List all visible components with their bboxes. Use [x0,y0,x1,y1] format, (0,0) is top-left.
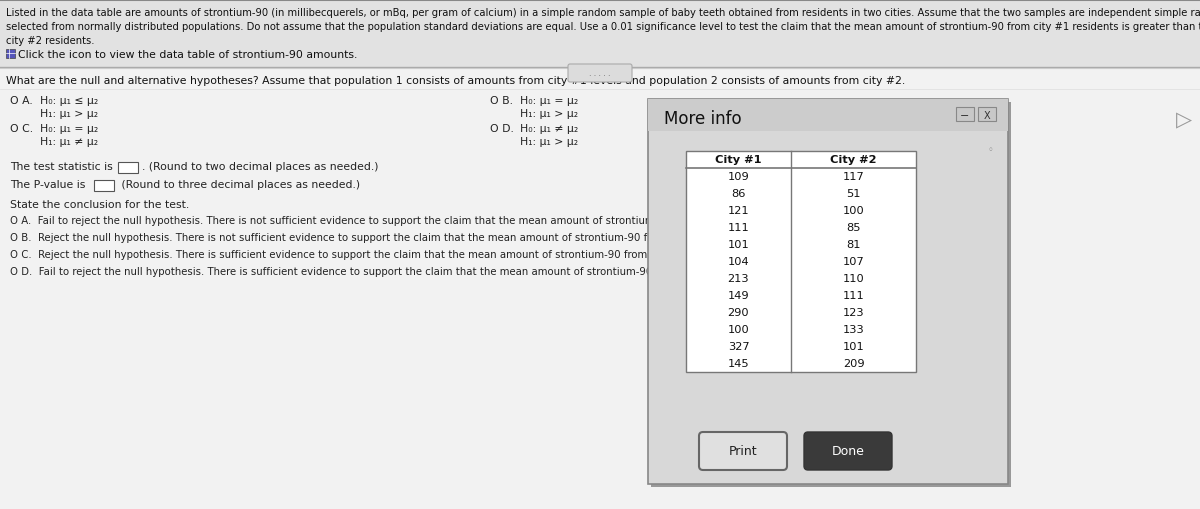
Text: 51: 51 [846,189,860,199]
Text: 104: 104 [727,257,749,267]
Text: city #2 residents.: city #2 residents. [6,36,95,46]
Bar [6,50,14,59]
Text: H₀: μ₁ = μ₂: H₀: μ₁ = μ₂ [40,124,98,134]
Text: ◦: ◦ [988,145,992,155]
Text: H₁: μ₁ ≠ μ₂: H₁: μ₁ ≠ μ₂ [40,137,98,147]
Text: The P-value is: The P-value is [10,180,85,190]
Text: 101: 101 [727,240,749,250]
Text: H₀: μ₁ = μ₂: H₀: μ₁ = μ₂ [520,96,578,106]
Bar [978,108,996,122]
Text: Click the icon to view the data table of strontium-90 amounts.: Click the icon to view the data table of… [18,50,358,60]
Text: 123: 123 [842,308,864,318]
Text: H₀: μ₁ ≠ μ₂: H₀: μ₁ ≠ μ₂ [520,124,578,134]
Text: O D.  Fail to reject the null hypothesis. There is sufficient evidence to suppor: O D. Fail to reject the null hypothesis.… [10,267,823,276]
Text: H₀: μ₁ ≤ μ₂: H₀: μ₁ ≤ μ₂ [40,96,98,106]
Text: 100: 100 [727,325,749,335]
Text: 86: 86 [731,189,745,199]
Bar [956,108,974,122]
Text: 110: 110 [842,274,864,284]
Bar [648,100,1008,132]
Text: City #2: City #2 [830,155,877,165]
Text: 213: 213 [727,274,749,284]
Text: O A.  Fail to reject the null hypothesis. There is not sufficient evidence to su: O A. Fail to reject the null hypothesis.… [10,216,841,225]
Bar [648,100,1008,484]
Text: −: − [960,111,970,121]
Text: 111: 111 [727,223,749,233]
Text: 121: 121 [727,206,749,216]
Text: 209: 209 [842,359,864,369]
Text: 100: 100 [842,206,864,216]
Text: The test statistic is: The test statistic is [10,162,113,172]
Text: Done: Done [832,445,864,458]
Text: 109: 109 [727,172,749,182]
Text: O D.: O D. [490,124,514,134]
Text: selected from normally distributed populations. Do not assume that the populatio: selected from normally distributed popul… [6,22,1200,32]
Bar [686,152,916,372]
Text: 149: 149 [727,291,749,301]
FancyBboxPatch shape [698,432,787,470]
Text: City #1: City #1 [715,155,762,165]
FancyBboxPatch shape [568,65,632,83]
Text: . . . . .: . . . . . [589,69,611,78]
Text: 290: 290 [727,308,749,318]
Bar [94,181,114,191]
Text: 145: 145 [727,359,749,369]
Text: 101: 101 [842,342,864,352]
Text: More info: More info [664,110,742,128]
Text: H₁: μ₁ > μ₂: H₁: μ₁ > μ₂ [520,137,578,147]
Text: 327: 327 [727,342,749,352]
Text: O C.: O C. [10,124,34,134]
Text: O A.: O A. [10,96,32,106]
Text: O B.: O B. [490,96,514,106]
Text: State the conclusion for the test.: State the conclusion for the test. [10,200,190,210]
Text: Print: Print [728,445,757,458]
Text: 85: 85 [846,223,860,233]
Text: H₁: μ₁ > μ₂: H₁: μ₁ > μ₂ [40,109,98,119]
Text: . (Round to two decimal places as needed.): . (Round to two decimal places as needed… [142,162,378,172]
Bar [118,163,138,174]
Text: Listed in the data table are amounts of strontium-90 (in millibecquerels, or mBq: Listed in the data table are amounts of … [6,8,1200,18]
Text: 81: 81 [846,240,860,250]
Text: O C.  Reject the null hypothesis. There is sufficient evidence to support the cl: O C. Reject the null hypothesis. There i… [10,249,791,260]
Text: ▷: ▷ [1176,110,1192,130]
Text: X: X [984,111,990,121]
Text: (Round to three decimal places as needed.): (Round to three decimal places as needed… [118,180,360,190]
Text: H₁: μ₁ > μ₂: H₁: μ₁ > μ₂ [520,109,578,119]
Text: O B.  Reject the null hypothesis. There is not sufficient evidence to support th: O B. Reject the null hypothesis. There i… [10,233,811,242]
Text: 133: 133 [842,325,864,335]
Text: 111: 111 [842,291,864,301]
FancyBboxPatch shape [804,432,892,470]
Text: 117: 117 [842,172,864,182]
Bar [0,0,1200,68]
Text: What are the null and alternative hypotheses? Assume that population 1 consists : What are the null and alternative hypoth… [6,76,905,86]
Bar [650,103,1010,487]
Text: 107: 107 [842,257,864,267]
